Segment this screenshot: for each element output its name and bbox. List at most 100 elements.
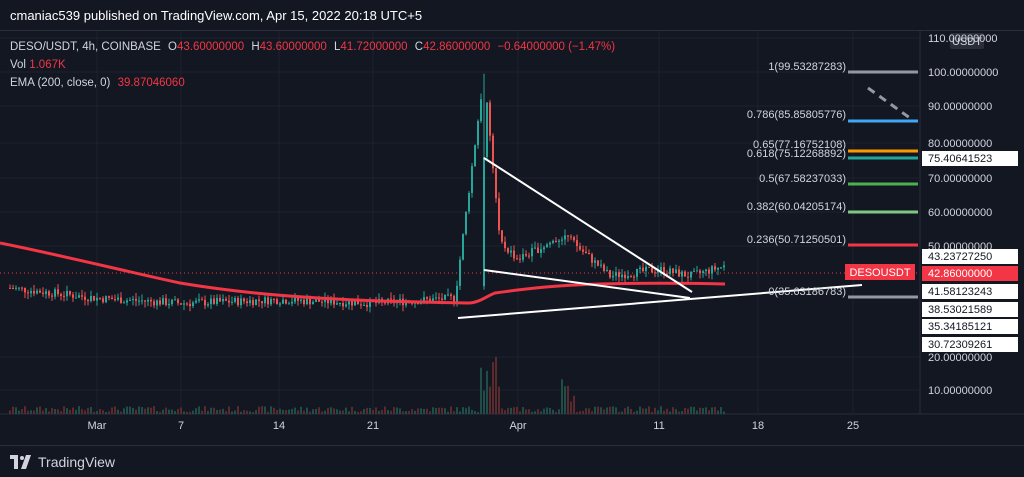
candle-body[interactable]: [33, 291, 35, 294]
candle-body[interactable]: [261, 301, 263, 304]
candle-body[interactable]: [702, 271, 704, 274]
candle-body[interactable]: [357, 301, 359, 305]
candle-body[interactable]: [93, 296, 95, 301]
candle-body[interactable]: [129, 299, 131, 301]
candle-body[interactable]: [660, 267, 662, 271]
ascending-support-trendline[interactable]: [457, 284, 863, 319]
candle-body[interactable]: [624, 274, 626, 279]
candle-body[interactable]: [351, 301, 353, 306]
candle-body[interactable]: [345, 304, 347, 307]
candle-body[interactable]: [180, 303, 182, 305]
candle-body[interactable]: [177, 299, 179, 304]
candle-body[interactable]: [609, 270, 611, 278]
candle-body[interactable]: [249, 300, 251, 304]
candle-body[interactable]: [327, 297, 329, 304]
fibonacci-retracement[interactable]: 1(99.53287283) 0.786(85.85805776) 0.65(7…: [747, 61, 918, 299]
candle-body[interactable]: [30, 291, 32, 294]
candle-body[interactable]: [105, 296, 107, 303]
candle-body[interactable]: [333, 298, 335, 305]
candle-body[interactable]: [60, 294, 62, 296]
candle-body[interactable]: [681, 271, 683, 277]
candle-body[interactable]: [255, 299, 257, 305]
candle-body[interactable]: [312, 301, 314, 305]
candle-body[interactable]: [294, 297, 296, 302]
candle-body[interactable]: [618, 272, 620, 278]
candle-body[interactable]: [606, 270, 608, 272]
candle-body[interactable]: [627, 276, 629, 279]
candle-body[interactable]: [657, 270, 659, 273]
candle-body[interactable]: [435, 297, 437, 299]
candle-body[interactable]: [432, 298, 434, 302]
candle-body[interactable]: [63, 295, 65, 297]
time-axis[interactable]: Mar 7 14 21 Apr 11 18 25: [88, 420, 860, 432]
candle-body[interactable]: [693, 270, 695, 272]
candle-body[interactable]: [42, 292, 44, 294]
candle-body[interactable]: [669, 268, 671, 274]
candle-body[interactable]: [114, 299, 116, 301]
candle-body[interactable]: [600, 264, 602, 266]
candle-body[interactable]: [231, 301, 233, 303]
candle-body[interactable]: [654, 272, 656, 274]
candle-body[interactable]: [564, 235, 566, 240]
candle-body[interactable]: [621, 274, 623, 278]
candle-body[interactable]: [672, 268, 674, 273]
candle-body[interactable]: [306, 298, 308, 305]
candle-body[interactable]: [198, 299, 200, 301]
candle-body[interactable]: [9, 287, 11, 289]
candle-body[interactable]: [213, 298, 215, 304]
candle-body[interactable]: [99, 297, 101, 299]
candle-body[interactable]: [423, 297, 425, 302]
candle-body[interactable]: [447, 294, 449, 296]
candle-body[interactable]: [309, 298, 311, 305]
candle-body[interactable]: [138, 300, 140, 302]
candle-body[interactable]: [471, 166, 473, 193]
candle-body[interactable]: [705, 269, 707, 272]
candle-body[interactable]: [633, 276, 635, 278]
candle-body[interactable]: [159, 300, 161, 305]
candle-body[interactable]: [237, 298, 239, 306]
candle-body[interactable]: [141, 300, 143, 302]
candle-body[interactable]: [288, 303, 290, 305]
candle-body[interactable]: [513, 250, 515, 259]
candle-body[interactable]: [639, 267, 641, 269]
candle-body[interactable]: [519, 258, 521, 260]
candle-body[interactable]: [441, 298, 443, 300]
candle-body[interactable]: [150, 299, 152, 302]
candle-body[interactable]: [144, 300, 146, 302]
candle-body[interactable]: [15, 287, 17, 289]
candle-body[interactable]: [546, 244, 548, 248]
candle-body[interactable]: [48, 291, 50, 296]
candle-body[interactable]: [258, 299, 260, 302]
candle-body[interactable]: [696, 270, 698, 272]
candle-body[interactable]: [534, 247, 536, 249]
candle-body[interactable]: [108, 296, 110, 298]
candle-body[interactable]: [561, 239, 563, 241]
candle-body[interactable]: [315, 299, 317, 302]
candle-body[interactable]: [318, 299, 320, 302]
candle-body[interactable]: [459, 259, 461, 286]
candle-body[interactable]: [219, 298, 221, 302]
candle-body[interactable]: [69, 290, 71, 295]
candle-body[interactable]: [699, 270, 701, 274]
candle-body[interactable]: [207, 304, 209, 306]
candle-body[interactable]: [81, 295, 83, 297]
candle-body[interactable]: [642, 267, 644, 272]
candle-body[interactable]: [84, 296, 86, 300]
candle-body[interactable]: [555, 240, 557, 242]
candle-body[interactable]: [552, 240, 554, 243]
candle-body[interactable]: [21, 287, 23, 289]
candle-body[interactable]: [216, 298, 218, 304]
wedge-lower-trendline[interactable]: [483, 269, 691, 299]
candle-body[interactable]: [558, 240, 560, 242]
candle-body[interactable]: [612, 275, 614, 278]
candle-body[interactable]: [486, 102, 488, 157]
candle-body[interactable]: [540, 249, 542, 253]
candle-body[interactable]: [477, 120, 479, 146]
candle-body[interactable]: [684, 271, 686, 277]
candle-body[interactable]: [285, 299, 287, 304]
candle-body[interactable]: [516, 258, 518, 260]
candle-body[interactable]: [204, 299, 206, 306]
candle-body[interactable]: [39, 290, 41, 293]
candle-body[interactable]: [480, 99, 482, 121]
candle-body[interactable]: [522, 254, 524, 260]
